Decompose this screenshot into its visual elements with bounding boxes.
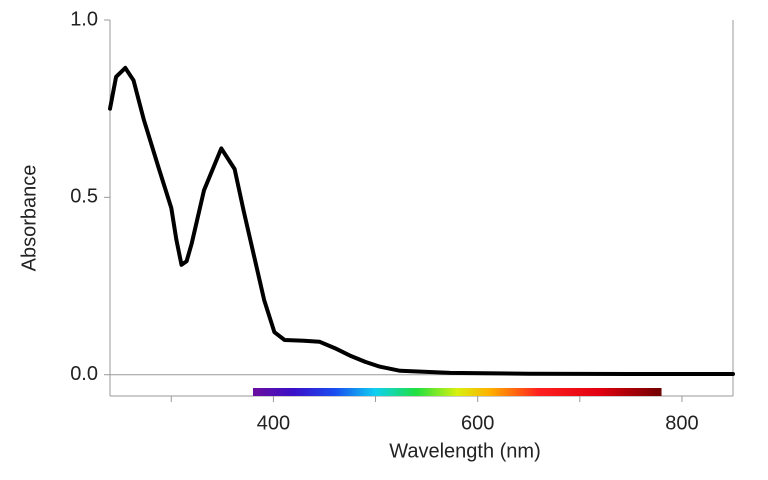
y-tick-label: 0.0	[70, 363, 98, 385]
x-tick-label: 800	[665, 412, 698, 434]
spectrum-line	[108, 65, 735, 376]
y-tick-label: 1.0	[70, 8, 98, 30]
x-tick-label: 600	[461, 412, 494, 434]
y-tick-label: 0.5	[70, 186, 98, 208]
x-tick-label: 400	[257, 412, 290, 434]
x-axis-label: Wavelength (nm)	[389, 440, 541, 462]
y-axis-label: Absorbance	[18, 165, 40, 272]
visible-spectrum	[252, 388, 662, 396]
